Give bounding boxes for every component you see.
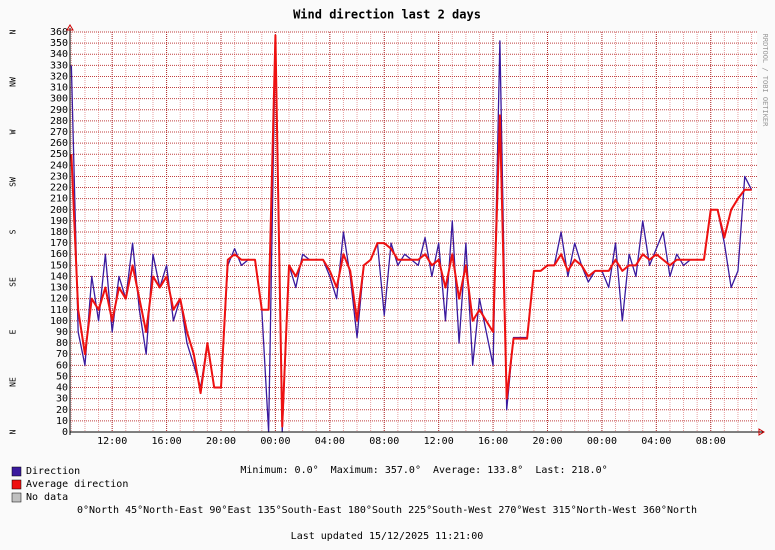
y-tick-label: 0	[62, 427, 68, 438]
y-tick-label: 250	[50, 149, 68, 160]
legend-swatch	[11, 479, 22, 490]
legend-label: No data	[26, 492, 68, 503]
y-tick-label: 340	[50, 49, 68, 60]
compass-label: SE	[9, 277, 18, 287]
stats: Minimum: 0.0° Maximum: 357.0° Average: 1…	[240, 465, 607, 476]
y-tick-label: 240	[50, 160, 68, 171]
y-tick-label: 100	[50, 316, 68, 327]
y-tick-label: 220	[50, 183, 68, 194]
compass-label: N	[9, 429, 18, 434]
y-tick-label: 170	[50, 238, 68, 249]
chart-title: Wind direction last 2 days	[293, 8, 481, 22]
x-tick-label: 16:00	[152, 436, 182, 447]
compass-label: E	[9, 329, 18, 334]
x-tick-label: 00:00	[260, 436, 290, 447]
compass-label: N	[9, 29, 18, 34]
x-tick-label: 08:00	[369, 436, 399, 447]
y-tick-label: 150	[50, 260, 68, 271]
legend-label: Direction	[26, 466, 80, 477]
y-tick-label: 180	[50, 227, 68, 238]
y-tick-label: 120	[50, 294, 68, 305]
watermark: RRDTOOL / TOBI OETIKER	[761, 34, 769, 128]
compass-label: NW	[9, 77, 18, 87]
last-updated: Last updated 15/12/2025 11:21:00	[291, 531, 484, 542]
axis-arrow	[66, 24, 74, 31]
y-tick-label: 130	[50, 283, 68, 294]
compass-label: NE	[9, 377, 18, 387]
x-tick-label: 12:00	[97, 436, 127, 447]
x-tick-label: 00:00	[587, 436, 617, 447]
data-line	[70, 34, 752, 428]
y-tick-label: 50	[56, 371, 68, 382]
y-tick-label: 270	[50, 127, 68, 138]
x-tick-label: 04:00	[641, 436, 671, 447]
legend-swatch	[11, 466, 22, 477]
x-tick-label: 20:00	[206, 436, 236, 447]
y-tick-label: 300	[50, 94, 68, 105]
y-tick-label: 70	[56, 349, 68, 360]
y-tick-label: 40	[56, 383, 68, 394]
y-tick-label: 330	[50, 60, 68, 71]
x-tick-label: 04:00	[315, 436, 345, 447]
compass-label: SW	[9, 177, 18, 187]
y-tick-label: 140	[50, 271, 68, 282]
y-tick-label: 200	[50, 205, 68, 216]
compass-label: S	[9, 229, 18, 234]
x-tick-label: 12:00	[424, 436, 454, 447]
y-tick-label: 110	[50, 305, 68, 316]
y-tick-label: 290	[50, 105, 68, 116]
axis-arrow	[758, 428, 765, 436]
x-tick-label: 16:00	[478, 436, 508, 447]
y-tick-label: 310	[50, 83, 68, 94]
y-tick-label: 20	[56, 405, 68, 416]
legend-label: Average direction	[26, 479, 128, 490]
y-tick-label: 230	[50, 171, 68, 182]
y-tick-label: 160	[50, 249, 68, 260]
compass-label: W	[9, 129, 18, 134]
x-tick-label: 20:00	[532, 436, 562, 447]
y-tick-label: 30	[56, 394, 68, 405]
y-tick-label: 320	[50, 71, 68, 82]
y-tick-label: 60	[56, 360, 68, 371]
y-tick-label: 210	[50, 194, 68, 205]
y-tick-label: 80	[56, 338, 68, 349]
x-tick-label: 08:00	[696, 436, 726, 447]
directions-note: 0°North 45°North-East 90°East 135°South-…	[77, 505, 697, 516]
y-tick-label: 190	[50, 216, 68, 227]
y-tick-label: 10	[56, 416, 68, 427]
plot-area	[70, 32, 757, 432]
y-tick-label: 360	[50, 27, 68, 38]
legend-swatch	[11, 492, 22, 503]
y-tick-label: 280	[50, 116, 68, 127]
y-tick-label: 90	[56, 327, 68, 338]
y-tick-label: 350	[50, 38, 68, 49]
y-tick-label: 260	[50, 138, 68, 149]
